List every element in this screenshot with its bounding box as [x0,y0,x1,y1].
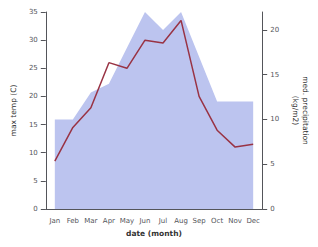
svg-text:Nov: Nov [228,217,242,225]
svg-text:20: 20 [29,92,38,100]
svg-text:Apr: Apr [103,217,115,225]
svg-text:20: 20 [270,26,279,34]
svg-text:15: 15 [29,121,38,129]
svg-text:(kg/m2): (kg/m2) [291,96,300,126]
svg-text:max temp (C): max temp (C) [9,85,18,137]
svg-text:Mar: Mar [84,217,97,225]
svg-text:15: 15 [270,71,279,79]
svg-text:5: 5 [270,160,274,168]
svg-text:0: 0 [33,205,37,213]
svg-text:date (month): date (month) [126,229,182,238]
svg-text:med. precipitation: med. precipitation [301,76,310,145]
svg-text:25: 25 [29,64,38,72]
svg-text:Oct: Oct [211,217,223,225]
svg-text:Sep: Sep [192,217,206,225]
svg-text:5: 5 [33,177,37,185]
svg-text:0: 0 [270,205,274,213]
svg-text:Jan: Jan [48,217,60,225]
svg-text:Aug: Aug [174,217,188,225]
svg-text:Feb: Feb [67,217,80,225]
svg-text:35: 35 [29,8,38,16]
svg-text:Dec: Dec [246,217,260,225]
svg-text:Jul: Jul [158,217,168,225]
svg-text:May: May [120,217,134,225]
svg-text:30: 30 [29,36,38,44]
svg-text:10: 10 [270,115,279,123]
svg-text:Jun: Jun [139,217,151,225]
svg-text:10: 10 [29,149,38,157]
